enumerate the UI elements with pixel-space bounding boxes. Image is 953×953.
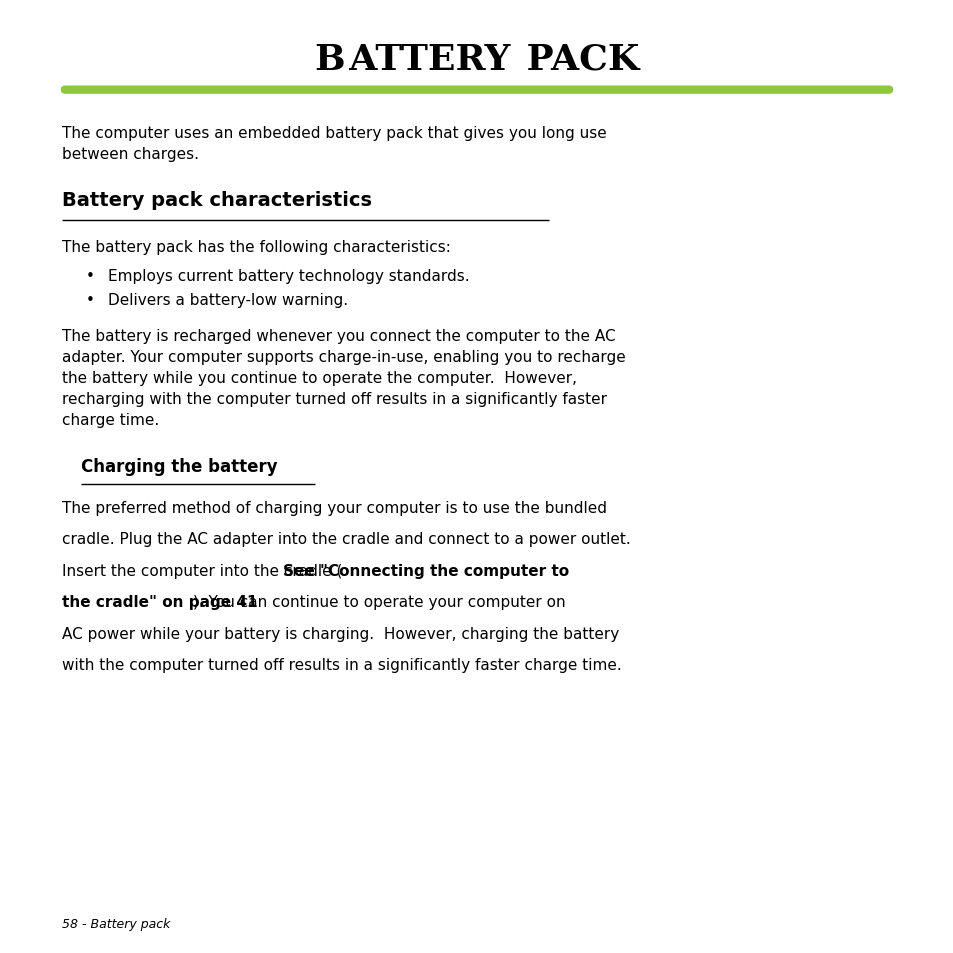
Text: The battery pack has the following characteristics:: The battery pack has the following chara…	[62, 240, 451, 255]
Text: cradle. Plug the AC adapter into the cradle and connect to a power outlet.: cradle. Plug the AC adapter into the cra…	[62, 532, 630, 547]
Text: •: •	[86, 269, 94, 284]
Text: The preferred method of charging your computer is to use the bundled: The preferred method of charging your co…	[62, 500, 606, 516]
Text: Insert the computer into the cradle (: Insert the computer into the cradle (	[62, 563, 342, 578]
Text: Battery pack characteristics: Battery pack characteristics	[62, 191, 372, 210]
Text: Employs current battery technology standards.: Employs current battery technology stand…	[108, 269, 469, 284]
Text: The computer uses an embedded battery pack that gives you long use
between charg: The computer uses an embedded battery pa…	[62, 126, 606, 162]
Text: 58 - Battery pack: 58 - Battery pack	[62, 917, 171, 930]
Text: ). You can continue to operate your computer on: ). You can continue to operate your comp…	[193, 595, 565, 610]
Text: Delivers a battery-low warning.: Delivers a battery-low warning.	[108, 293, 348, 308]
Text: See "Connecting the computer to: See "Connecting the computer to	[282, 563, 568, 578]
Text: •: •	[86, 293, 94, 308]
Text: with the computer turned off results in a significantly faster charge time.: with the computer turned off results in …	[62, 658, 621, 673]
Text: AC power while your battery is charging.  However, charging the battery: AC power while your battery is charging.…	[62, 626, 618, 641]
Text: the cradle" on page 41: the cradle" on page 41	[62, 595, 257, 610]
Text: Charging the battery: Charging the battery	[81, 457, 277, 476]
Text: The battery is recharged whenever you connect the computer to the AC
adapter. Yo: The battery is recharged whenever you co…	[62, 329, 625, 428]
Text: Battery pack: Battery pack	[476, 61, 485, 62]
Text: B ATTERY  PACK: B ATTERY PACK	[314, 42, 639, 76]
